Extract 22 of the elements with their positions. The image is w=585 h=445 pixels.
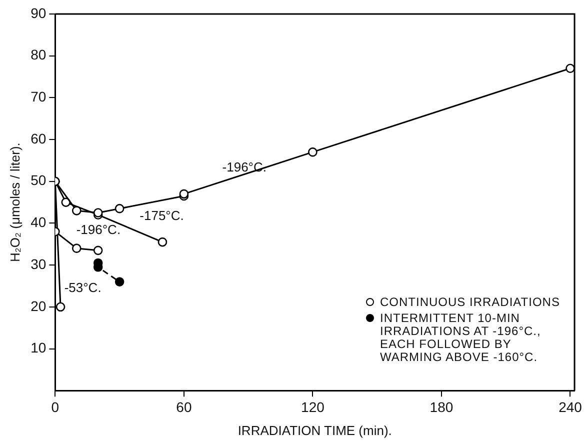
annotation: -175°C.	[140, 208, 184, 223]
x-tick-label: 120	[301, 398, 325, 415]
y-tick-label: 90	[30, 4, 46, 21]
x-tick-label: 60	[176, 398, 192, 415]
x-axis-title: IRRADIATION TIME (min).	[238, 422, 392, 438]
annotation: -53°C.	[64, 280, 102, 295]
y-tick-label: 40	[30, 214, 46, 230]
y-tick-label: 70	[30, 88, 46, 105]
annotation: -196°C.	[76, 222, 121, 238]
annotation: -196°C.	[222, 160, 266, 175]
y-tick-label: 60	[30, 130, 46, 146]
y-tick-label: 50	[30, 172, 46, 188]
y-axis-title: H₂O₂ (μmoles / liter).	[7, 142, 22, 262]
legend-label: INTERMITTENT 10-MIN IRRADIATIONS AT -196°C., EACH FOLLOWED BY WARMING ABOVE -160°C.	[380, 311, 542, 364]
y-tick-label: 20	[30, 298, 46, 314]
x-tick-label: 0	[51, 398, 60, 415]
y-tick-label: 30	[30, 256, 46, 272]
y-tick-label: 80	[30, 46, 46, 63]
legend-label: CONTINUOUS IRRADIATIONS	[380, 295, 560, 309]
x-tick-label: 180	[430, 398, 454, 415]
y-tick-label: 10	[30, 340, 46, 356]
x-tick-label: 240	[558, 398, 582, 415]
